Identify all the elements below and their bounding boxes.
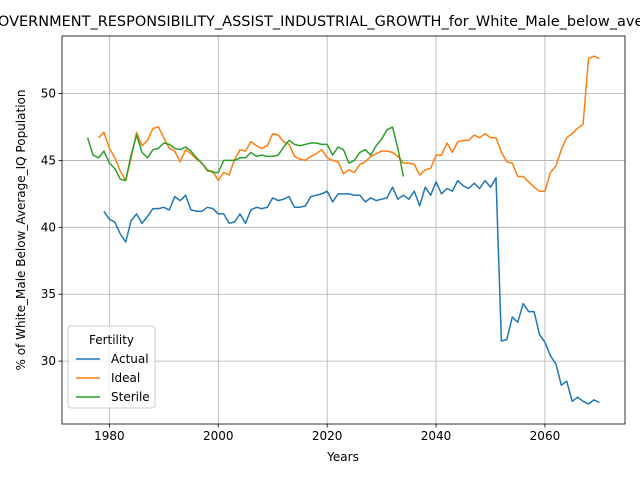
legend-label-ideal: Ideal — [111, 371, 140, 385]
y-tick-label: 30 — [41, 354, 56, 368]
x-tick-label: 2020 — [312, 429, 343, 443]
y-axis-label: % of White_Male Below_Average_IQ Populat… — [14, 90, 28, 371]
x-tick-label: 1980 — [94, 429, 125, 443]
legend-title: Fertility — [89, 333, 134, 347]
y-tick-label: 45 — [41, 153, 56, 167]
series-line-actual — [103, 177, 600, 405]
x-tick-label: 2060 — [530, 429, 561, 443]
x-axis-label: Years — [326, 450, 359, 464]
y-tick-label: 50 — [41, 87, 56, 101]
grid — [62, 36, 625, 424]
series-lines — [86, 55, 600, 405]
legend-label-sterile: Sterile — [111, 390, 150, 404]
plot-frame — [61, 35, 626, 425]
y-tick-label: 35 — [41, 287, 56, 301]
x-tick-label: 2000 — [203, 429, 234, 443]
series-line-ideal — [97, 55, 600, 192]
legend-items: Actual Ideal Sterile — [76, 352, 150, 404]
y-tick-label: 40 — [41, 220, 56, 234]
x-tick-label: 2040 — [421, 429, 452, 443]
legend-box — [67, 325, 156, 409]
series-line-sterile — [86, 126, 405, 182]
axis-ticks: 1980 2000 2020 2040 2060 30 35 40 45 50 — [41, 87, 561, 443]
legend: Fertility Actual Ideal Sterile — [67, 325, 156, 409]
chart-title: GOVERNMENT_RESPONSIBILITY_ASSIST_INDUSTR… — [0, 14, 640, 30]
legend-label-actual: Actual — [111, 352, 149, 366]
